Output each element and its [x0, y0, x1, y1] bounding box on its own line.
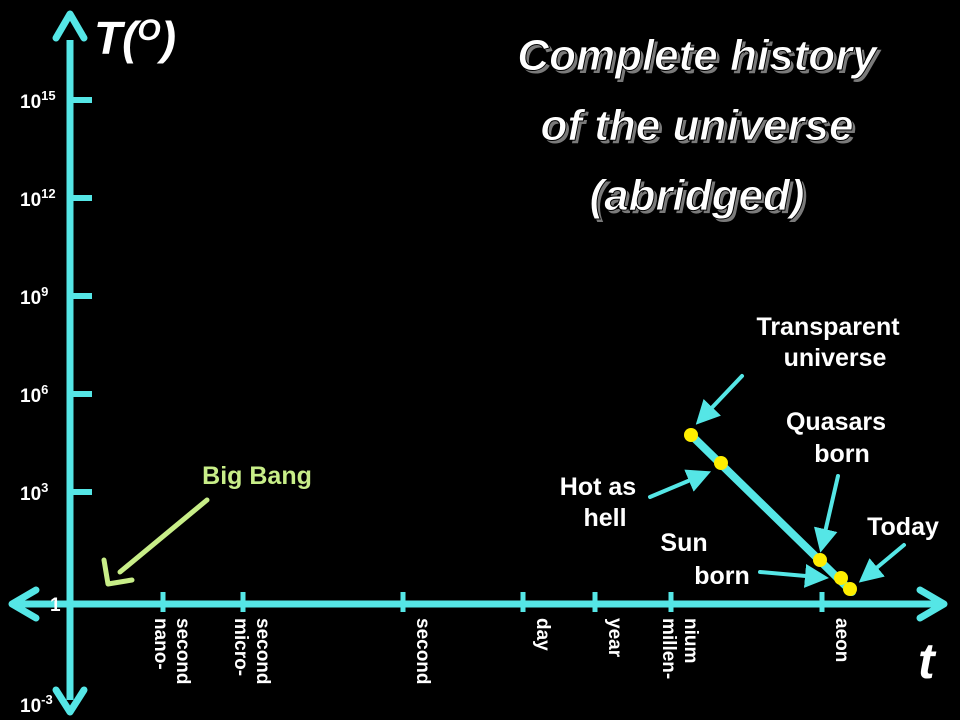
arrow-today: [858, 543, 906, 583]
x-ticks: nano-second micro-second second day year mill…: [150, 592, 852, 685]
label-hot-line-2: hell: [583, 504, 626, 532]
x-tick-label: millen-: [658, 618, 679, 679]
point-sun-born: [834, 571, 848, 585]
x-tick-label: year: [604, 618, 625, 658]
label-big-bang: Big Bang: [202, 462, 312, 490]
svg-text:T(O): T(O): [94, 12, 176, 64]
label-transparent-line-2: universe: [784, 344, 887, 372]
x-tick-label: micro-: [230, 618, 251, 676]
x-axis-left-arrowhead: [8, 586, 40, 622]
y-ticks: 1015 1012 109 106 103 1 10-3: [20, 88, 92, 717]
y-tick-label: 106: [20, 382, 48, 407]
arrow-transparent-universe: [695, 374, 744, 425]
y-axis-arrowhead: [52, 10, 88, 42]
y-tick-label: 109: [20, 284, 48, 309]
arrow-quasars-born: [814, 474, 840, 553]
y-tick-label: 10-3: [20, 692, 53, 717]
y-axis-bottom-arrowhead: [52, 686, 88, 716]
diagram-title: Complete history Complete history of the…: [517, 31, 882, 224]
label-hot-line-1: Hot as: [560, 473, 636, 501]
label-sun-line-1: Sun: [660, 529, 707, 557]
x-tick-label: nium: [680, 618, 701, 663]
y-tick-label: 103: [20, 480, 48, 505]
point-hot-as-hell: [714, 456, 728, 470]
title-line-2-shadow: of the universe: [544, 104, 857, 153]
point-transparent-universe: [684, 428, 698, 442]
arrow-sun-born: [758, 563, 829, 588]
y-tick-label: 1: [50, 595, 61, 616]
label-quasars-line-1: Quasars: [786, 408, 886, 436]
y-axis-label: T(O): [94, 12, 176, 64]
y-axis-label-close: ): [156, 12, 176, 64]
event-points: [684, 428, 857, 596]
y-tick-label: 1015: [20, 88, 56, 113]
y-axis-label-sup: O: [137, 14, 160, 47]
title-line-3-shadow: (abridged): [592, 174, 807, 223]
annotation-arrows: [648, 374, 906, 588]
x-tick-label: second: [412, 618, 433, 685]
title-line-1-shadow: Complete history: [520, 34, 882, 83]
x-tick-label: second: [172, 618, 193, 685]
point-today: [843, 582, 857, 596]
label-transparent-line-1: Transparent: [756, 313, 900, 341]
x-tick-label: second: [252, 618, 273, 685]
x-axis-arrowhead: [916, 586, 948, 622]
title-line-1: Complete history: [517, 31, 879, 80]
arrow-hot-as-hell: [648, 469, 712, 499]
label-quasars-line-2: born: [814, 440, 870, 468]
x-tick-label: nano-: [150, 618, 171, 670]
big-bang-arrow: [101, 497, 210, 587]
label-sun-line-2: born: [694, 562, 750, 590]
y-axis: [52, 10, 88, 716]
x-axis: [8, 586, 948, 622]
point-quasars-born: [813, 553, 827, 567]
title-line-3: (abridged): [589, 171, 804, 220]
y-tick-label: 1012: [20, 186, 56, 211]
x-axis-label: t: [918, 633, 937, 689]
label-today: Today: [867, 513, 939, 541]
y-axis-label-main: T(: [94, 12, 142, 64]
x-tick-label: day: [532, 618, 553, 651]
title-line-2: of the universe: [541, 101, 854, 150]
x-tick-label: aeon: [831, 618, 852, 662]
